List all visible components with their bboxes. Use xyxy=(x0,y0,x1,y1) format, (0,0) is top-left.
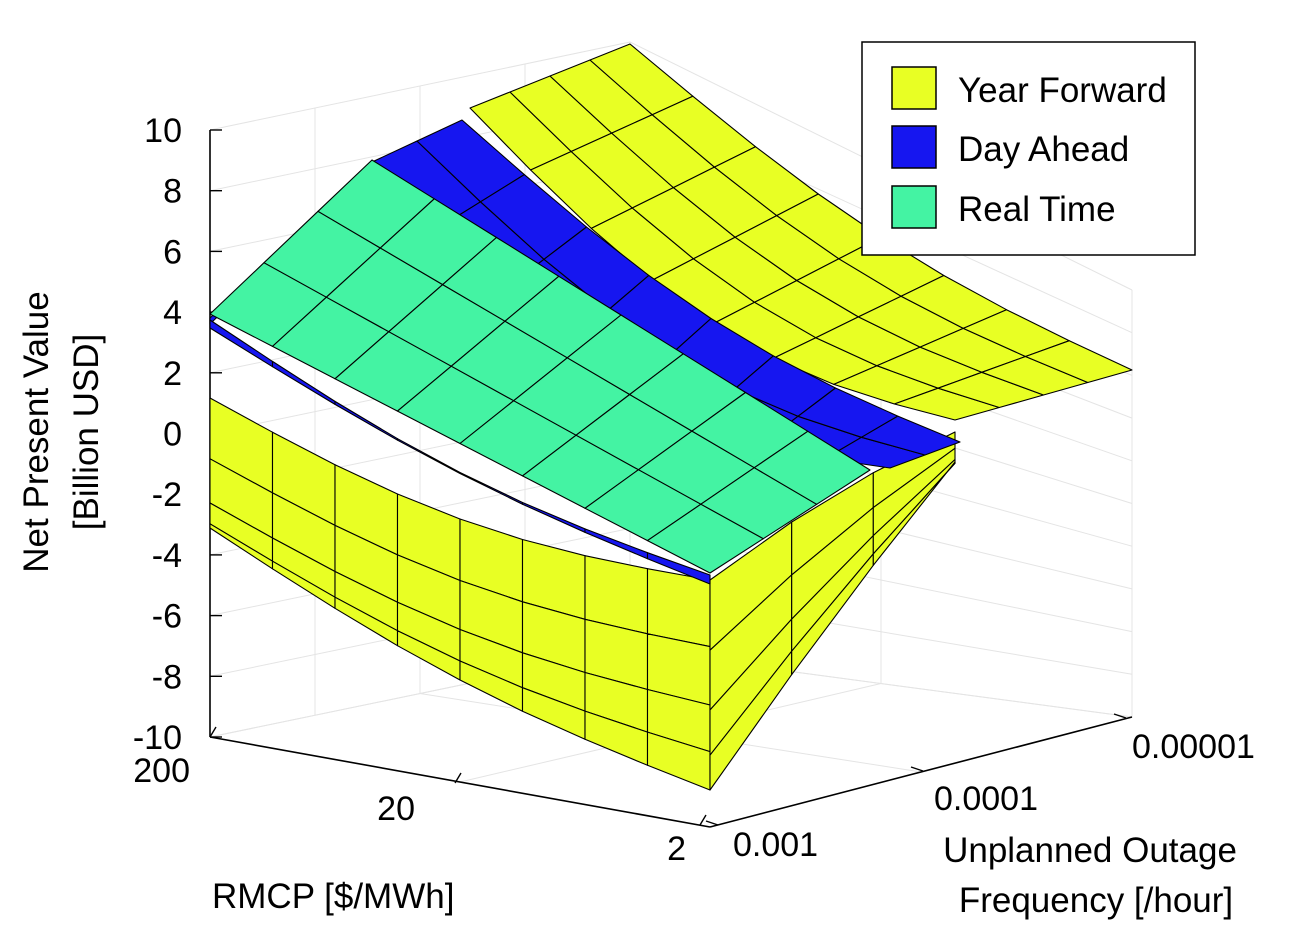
year-forward-surface-back-patch xyxy=(1024,340,1133,384)
real-time-surface-patch xyxy=(753,430,871,505)
z-tick-label: 2 xyxy=(163,355,182,393)
day-ahead-surface-front-edge-patch xyxy=(334,400,399,441)
z-tick-label: 6 xyxy=(163,233,182,271)
legend: Year Forward Day Ahead Real Time xyxy=(861,41,1196,256)
y-tick-label: 0.00001 xyxy=(1132,728,1255,766)
year-forward-surface-right-patch xyxy=(872,461,956,566)
day-ahead-surface-front-edge xyxy=(209,319,711,585)
day-ahead-surface-front-edge-patch xyxy=(459,471,524,505)
legend-swatch-year-forward xyxy=(891,66,937,110)
legend-label-day-ahead: Day Ahead xyxy=(958,130,1129,169)
z-tick-label: 0 xyxy=(163,416,182,454)
day-ahead-surface-band-patch xyxy=(860,415,961,456)
x-axis-label: RMCP [$/MWh] xyxy=(212,877,454,916)
day-ahead-surface-front-edge-patch xyxy=(521,501,586,533)
z-axis-label-line1: Net Present Value xyxy=(17,291,56,572)
legend-swatch-day-ahead xyxy=(891,125,937,169)
x-tick-label: 20 xyxy=(377,790,415,828)
year-forward-surface-front xyxy=(209,397,711,791)
day-ahead-surface-front-edge-patch xyxy=(646,552,711,585)
z-tick-label: -10 xyxy=(133,719,182,757)
legend-label-year-forward: Year Forward xyxy=(958,71,1167,110)
year-forward-surface-right xyxy=(709,431,956,791)
year-forward-surface-back xyxy=(469,43,1133,421)
legend-label-real-time: Real Time xyxy=(958,190,1116,229)
z-tick-label: -6 xyxy=(152,598,182,636)
x-tick-label: 2 xyxy=(667,830,686,868)
y-axis-label-line1: Unplanned Outage xyxy=(943,831,1237,870)
z-tick-label: -8 xyxy=(152,658,182,696)
z-tick-label: 4 xyxy=(163,294,182,332)
x-tick-label: 200 xyxy=(133,752,190,790)
z-axis-label: Net Present Value [Billion USD] xyxy=(17,291,106,572)
y-tick-label: 0.0001 xyxy=(934,780,1038,818)
z-tick-label: -2 xyxy=(152,476,182,514)
z-tick-label: -4 xyxy=(152,537,182,575)
y-axis-label-line2: Frequency [/hour] xyxy=(959,881,1233,920)
z-tick-label: 10 xyxy=(144,112,182,150)
legend-swatch-real-time xyxy=(891,185,937,229)
z-axis-label-line2: [Billion USD] xyxy=(67,334,106,530)
surfaces xyxy=(209,43,1133,791)
real-time-surface xyxy=(209,159,871,574)
z-tick-label: 8 xyxy=(163,173,182,211)
y-tick-label: 0.001 xyxy=(733,826,818,864)
